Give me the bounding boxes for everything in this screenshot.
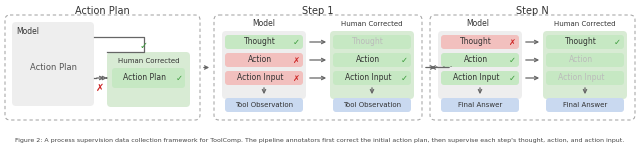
Text: ✓: ✓: [614, 37, 621, 46]
Text: Human Corrected: Human Corrected: [118, 58, 179, 64]
FancyBboxPatch shape: [333, 35, 411, 49]
FancyBboxPatch shape: [546, 98, 624, 112]
Text: ✗: ✗: [292, 56, 300, 65]
FancyBboxPatch shape: [438, 31, 522, 99]
Text: ✓: ✓: [292, 37, 300, 46]
Text: Action Plan: Action Plan: [75, 6, 130, 16]
Text: Action Plan: Action Plan: [123, 74, 166, 82]
FancyBboxPatch shape: [546, 35, 624, 49]
Text: Step N: Step N: [516, 6, 549, 16]
FancyBboxPatch shape: [225, 35, 303, 49]
FancyBboxPatch shape: [543, 31, 627, 99]
FancyBboxPatch shape: [225, 71, 303, 85]
Text: Human Corrected: Human Corrected: [341, 21, 403, 27]
Text: Action: Action: [569, 56, 593, 65]
FancyBboxPatch shape: [333, 53, 411, 67]
FancyBboxPatch shape: [441, 35, 519, 49]
Text: · · ·: · · ·: [435, 62, 453, 72]
FancyBboxPatch shape: [333, 71, 411, 85]
Text: Model: Model: [16, 26, 39, 35]
Text: Action Input: Action Input: [452, 74, 499, 82]
Text: ✗: ✗: [509, 37, 515, 46]
Text: ✓: ✓: [140, 41, 148, 51]
Text: Action Input: Action Input: [237, 74, 284, 82]
Text: Thought: Thought: [565, 37, 597, 46]
Text: Model: Model: [467, 20, 490, 29]
Text: Figure 2: A process supervision data collection framework for ToolComp. The pipe: Figure 2: A process supervision data col…: [15, 138, 625, 143]
Text: Action: Action: [356, 56, 380, 65]
Text: ✓: ✓: [509, 74, 515, 82]
FancyBboxPatch shape: [225, 98, 303, 112]
FancyBboxPatch shape: [330, 31, 414, 99]
Text: Model: Model: [253, 20, 275, 29]
Text: Human Corrected: Human Corrected: [554, 21, 616, 27]
Text: Final Answer: Final Answer: [458, 102, 502, 108]
Text: ✗: ✗: [292, 74, 300, 82]
Text: ✓: ✓: [175, 74, 182, 82]
Text: Step 1: Step 1: [302, 6, 333, 16]
FancyBboxPatch shape: [546, 71, 624, 85]
FancyBboxPatch shape: [441, 71, 519, 85]
Text: Thought: Thought: [460, 37, 492, 46]
FancyBboxPatch shape: [12, 22, 94, 106]
FancyBboxPatch shape: [441, 53, 519, 67]
Text: Action Plan: Action Plan: [29, 64, 77, 72]
FancyBboxPatch shape: [222, 31, 306, 99]
FancyBboxPatch shape: [546, 53, 624, 67]
Text: Tool Observation: Tool Observation: [235, 102, 293, 108]
FancyBboxPatch shape: [333, 98, 411, 112]
Text: Action Input: Action Input: [345, 74, 391, 82]
Text: ✓: ✓: [509, 56, 515, 65]
FancyBboxPatch shape: [225, 53, 303, 67]
FancyBboxPatch shape: [112, 68, 185, 88]
Text: Action: Action: [248, 56, 272, 65]
Text: Final Answer: Final Answer: [563, 102, 607, 108]
Text: Action: Action: [464, 56, 488, 65]
Text: ✗: ✗: [96, 83, 104, 93]
Text: Thought: Thought: [352, 37, 384, 46]
Text: Thought: Thought: [244, 37, 276, 46]
FancyBboxPatch shape: [441, 98, 519, 112]
FancyBboxPatch shape: [107, 52, 190, 107]
Text: Action Input: Action Input: [557, 74, 604, 82]
Text: ✓: ✓: [401, 56, 408, 65]
Text: ✓: ✓: [401, 74, 408, 82]
Text: Tool Observation: Tool Observation: [343, 102, 401, 108]
